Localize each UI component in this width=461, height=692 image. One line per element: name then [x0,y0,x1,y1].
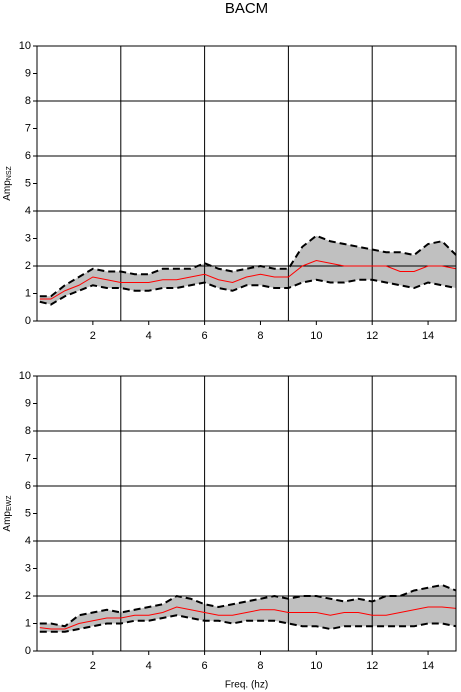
x-tick-label: 6 [202,330,208,342]
y-tick-label: 8 [25,95,31,107]
series-line [39,234,457,298]
x-tick-label: 4 [146,330,152,342]
y-axis-label-sub: NSZ [6,165,13,180]
x-tick-label: 2 [90,330,96,342]
y-tick-label: 8 [25,425,31,437]
y-tick-label: 1 [25,287,31,299]
y-tick-label: 3 [25,562,31,574]
y-axis-label-text: Amp [2,511,13,532]
y-tick-label: 4 [25,535,31,547]
x-tick-label: 14 [422,660,434,672]
series-line [39,606,457,630]
y-axis-label: AmpEWZ [2,495,13,532]
x-tick-label: 14 [422,330,434,342]
y-tick-label: 4 [25,205,31,217]
y-tick-label: 3 [25,232,31,244]
y-tick-label: 6 [25,480,31,492]
series-line [39,583,457,628]
y-axis-label-sub: EWZ [6,495,13,511]
y-tick-label: 9 [25,397,31,409]
y-tick-label: 5 [25,177,31,189]
x-tick-label: 4 [146,660,152,672]
y-axis-label-text: Amp [2,180,13,201]
x-tick-label: 2 [90,660,96,672]
y-tick-label: 10 [19,40,31,52]
chart-title: BACM [225,0,268,17]
series-line [39,278,457,306]
y-tick-label: 5 [25,507,31,519]
x-tick-label: 6 [202,660,208,672]
y-tick-label: 7 [25,452,31,464]
x-tick-label: 12 [366,660,378,672]
y-tick-label: 9 [25,67,31,79]
y-tick-label: 0 [25,315,31,327]
x-tick-label: 10 [310,330,322,342]
y-tick-label: 7 [25,122,31,134]
x-tick-label: 12 [366,330,378,342]
band [39,235,456,305]
x-axis-label: Freq. (hz) [225,680,268,691]
y-axis-label: AmpNSZ [2,165,13,200]
y-tick-label: 10 [19,370,31,382]
x-tick-label: 10 [310,660,322,672]
x-tick-label: 8 [257,330,263,342]
y-tick-label: 2 [25,260,31,272]
y-tick-label: 2 [25,590,31,602]
series-line [39,259,457,300]
series-line [39,614,457,633]
x-tick-label: 8 [257,660,263,672]
y-tick-label: 6 [25,150,31,162]
y-tick-label: 1 [25,617,31,629]
y-tick-label: 0 [25,645,31,657]
